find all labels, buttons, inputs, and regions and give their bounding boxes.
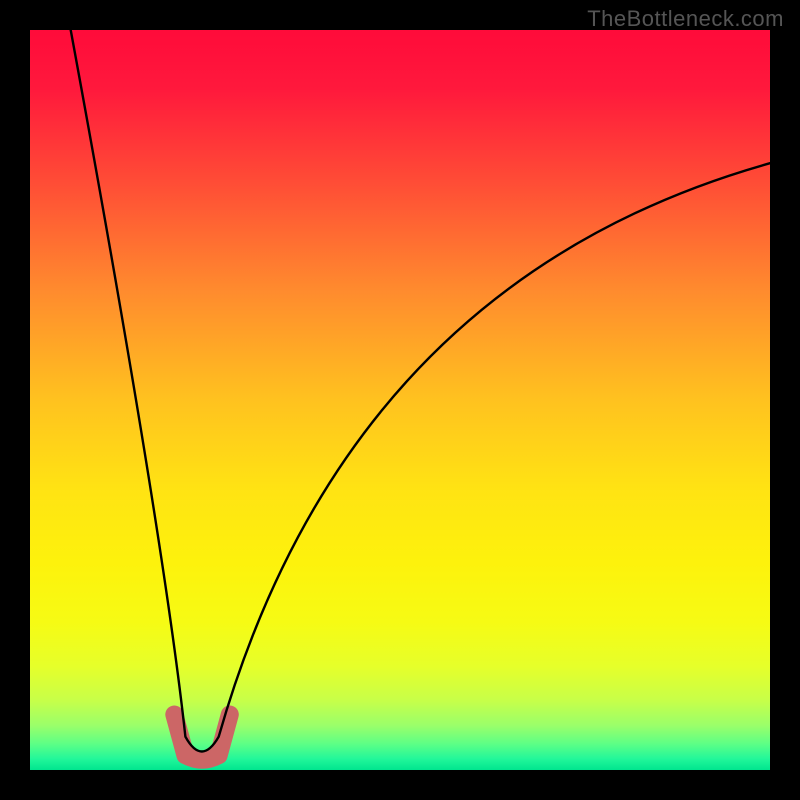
chart-frame: TheBottleneck.com (0, 0, 800, 800)
chart-svg (0, 0, 800, 800)
bottleneck-curve (71, 30, 770, 752)
